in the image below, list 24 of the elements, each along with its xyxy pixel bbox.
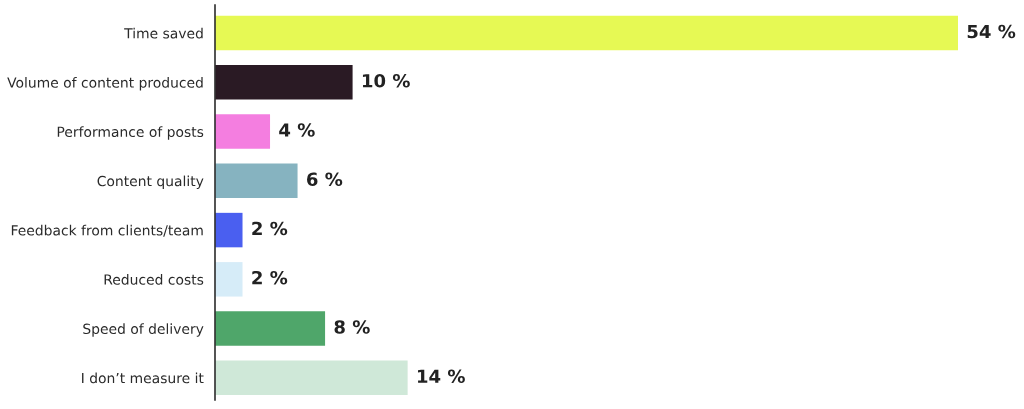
data-label: 6 % <box>307 172 343 187</box>
bar <box>215 212 243 248</box>
bar <box>215 360 408 396</box>
y-tick-label: Volume of content produced <box>7 77 203 91</box>
data-label: 14 % <box>418 369 465 384</box>
y-tick-label: Content quality <box>97 175 204 189</box>
bar <box>215 15 958 51</box>
y-tick-label: Feedback from clients/team <box>11 224 203 237</box>
bar <box>215 163 298 199</box>
y-tick-label: Speed of delivery <box>83 323 204 337</box>
y-tick-label: Time saved <box>124 27 203 39</box>
bar <box>215 114 271 149</box>
y-tick-label: I don’t measure it <box>82 372 204 384</box>
bar <box>215 65 353 100</box>
data-label: 10 % <box>362 73 410 88</box>
data-label: 8 % <box>334 320 370 334</box>
bar <box>215 311 326 346</box>
data-label: 2 % <box>252 221 288 236</box>
bar <box>215 262 243 297</box>
y-tick-label: Reduced costs <box>104 274 204 285</box>
data-label: 4 % <box>279 123 315 137</box>
y-tick-label: Performance of posts <box>57 126 204 140</box>
data-label: 2 % <box>252 270 288 285</box>
data-label: 54 % <box>967 24 1016 39</box>
